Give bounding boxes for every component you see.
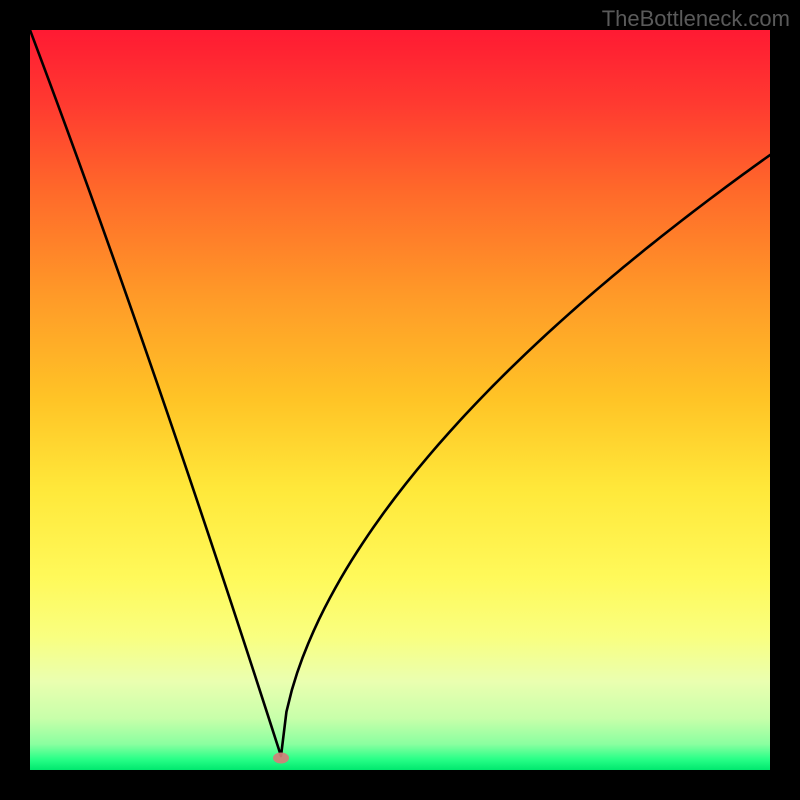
plot-area (30, 30, 770, 770)
chart-frame: TheBottleneck.com (0, 0, 800, 800)
gradient-background (30, 30, 770, 770)
plot-svg (30, 30, 770, 770)
optimal-point-marker (272, 752, 290, 765)
watermark-text: TheBottleneck.com (602, 6, 790, 32)
marker-svg (272, 752, 290, 765)
